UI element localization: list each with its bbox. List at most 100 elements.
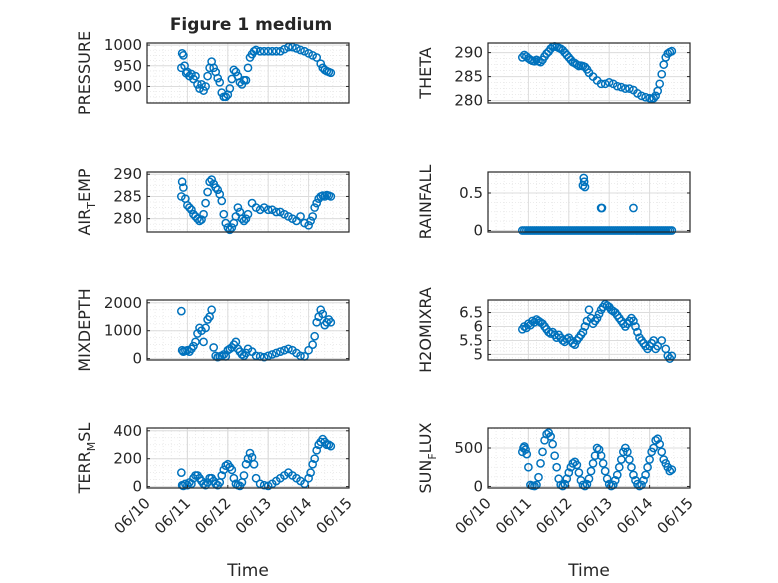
data-point: [251, 45, 261, 55]
series-points: [176, 305, 336, 362]
data-point: [312, 445, 322, 455]
data-point: [241, 348, 251, 358]
y-axis-label: H2OMIXRA: [416, 287, 435, 373]
data-point: [177, 177, 187, 187]
data-point: [199, 86, 208, 95]
y-axis-label-main: H2OMIXRA: [416, 287, 435, 373]
data-point: [209, 343, 219, 352]
data-point: [312, 53, 322, 62]
data-point: [564, 468, 574, 477]
data-point: [217, 196, 227, 206]
data-point: [225, 84, 235, 93]
data-point: [639, 475, 648, 485]
data-point: [221, 461, 231, 471]
data-point: [600, 466, 610, 476]
data-point: [570, 340, 580, 349]
y-tick-label: 0: [473, 222, 483, 240]
data-point: [310, 454, 320, 464]
data-point: [653, 341, 663, 351]
data-point: [306, 468, 315, 477]
data-point: [612, 470, 622, 480]
data-point: [538, 447, 547, 457]
data-point: [590, 451, 600, 461]
axes-box: [487, 427, 691, 489]
data-point: [536, 459, 545, 468]
data-point: [631, 322, 640, 331]
x-axis-label: Time: [567, 561, 610, 581]
y-axis-label: RAINFALL: [416, 165, 435, 240]
data-point: [637, 91, 646, 101]
subplot-theta: 280 285 290 THETA: [416, 42, 691, 110]
data-point: [596, 79, 606, 89]
data-point: [629, 203, 638, 213]
data-point: [176, 468, 186, 477]
y-tick-label: 950: [113, 57, 142, 75]
data-point: [592, 443, 602, 453]
data-point: [187, 205, 196, 215]
data-point: [263, 46, 273, 56]
data-point: [326, 317, 336, 327]
data-point: [207, 305, 216, 315]
data-point: [562, 334, 572, 344]
data-point: [576, 475, 586, 485]
data-point: [215, 77, 225, 87]
data-point: [219, 209, 229, 219]
data-point: [521, 445, 530, 454]
data-point: [243, 209, 253, 219]
y-axis-label-subscript: T: [85, 202, 98, 210]
data-point: [179, 183, 188, 192]
data-point: [241, 459, 251, 469]
data-point: [213, 185, 223, 195]
series-points: [517, 428, 677, 491]
data-point: [193, 214, 202, 224]
data-point: [517, 53, 527, 62]
data-point: [308, 212, 317, 221]
data-point: [614, 462, 624, 472]
data-point: [326, 192, 336, 201]
data-point: [588, 459, 598, 468]
data-point: [616, 82, 626, 92]
data-point: [657, 336, 667, 345]
data-point: [229, 473, 239, 483]
y-axis-label: AIRTEMP: [75, 168, 98, 235]
y-axis-label-main: THETA: [416, 47, 435, 99]
data-point: [667, 465, 677, 474]
data-point: [304, 220, 313, 230]
data-point: [651, 91, 661, 101]
y-axis-label-rest: EMP: [75, 168, 94, 202]
data-point: [193, 80, 202, 89]
y-axis-label-rest: LUX: [416, 422, 435, 453]
data-point: [306, 216, 315, 226]
data-point: [203, 71, 212, 81]
data-point: [653, 434, 663, 444]
y-tick-label: 0: [473, 477, 483, 495]
data-point: [241, 75, 251, 85]
data-point: [594, 309, 604, 319]
axes-box: [146, 299, 350, 361]
data-point: [221, 92, 231, 102]
data-point: [225, 225, 235, 235]
data-point: [227, 465, 237, 475]
data-point: [645, 455, 654, 464]
data-point: [227, 223, 237, 232]
data-point: [655, 439, 665, 449]
data-point: [312, 317, 322, 327]
data-point: [610, 475, 620, 485]
data-point: [263, 205, 273, 215]
y-axis-label-subscript: M: [85, 442, 98, 452]
data-point: [221, 218, 231, 228]
data-point: [629, 470, 638, 480]
y-tick-label: 5.5: [459, 331, 483, 349]
data-point: [548, 439, 557, 449]
data-point: [580, 62, 590, 72]
y-axis-label-main: MIXDEPTH: [75, 288, 94, 371]
data-point: [271, 348, 281, 358]
y-tick-label: 280: [454, 92, 483, 110]
data-point: [199, 209, 208, 219]
data-point: [558, 481, 568, 491]
y-tick-label: 290: [113, 165, 142, 183]
y-tick-label: 280: [113, 210, 142, 228]
data-point: [259, 352, 269, 362]
data-point: [655, 79, 665, 89]
subplot-pressure: 900 950 1000 PRESSURE: [75, 31, 350, 115]
